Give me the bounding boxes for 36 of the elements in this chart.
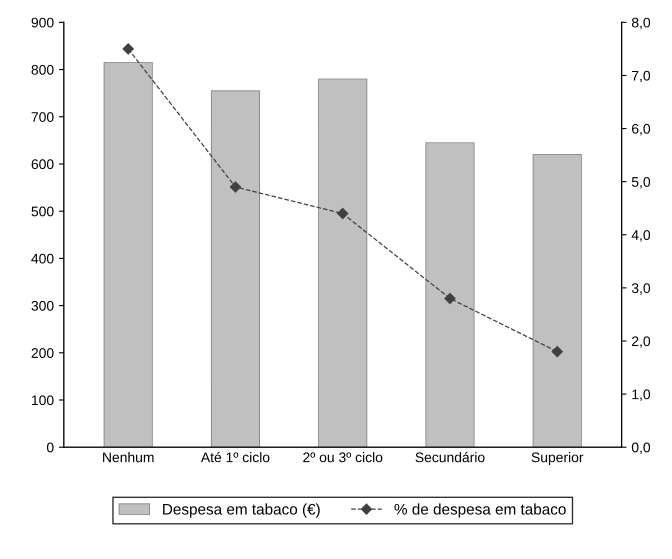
y-tick-label: 300	[31, 300, 54, 311]
y2-tick-label: 0,0	[632, 442, 650, 454]
y2-tick-label: 8,0	[632, 18, 650, 30]
point	[122, 43, 134, 55]
legend-label: Despesa em tabaco (€)	[163, 503, 320, 518]
point	[230, 181, 242, 193]
bar	[104, 62, 153, 448]
y-tick-label: 400	[31, 254, 54, 264]
point	[337, 208, 348, 220]
legend-label: % de despesa em tabaco	[394, 503, 566, 518]
y-tick-label: 100	[32, 395, 54, 406]
y2-tick-label: 5,0	[632, 177, 650, 188]
y-tick-label: 900	[32, 18, 54, 28]
x-tick-label: Secundário	[415, 452, 485, 462]
y2-tick-label: 2,0	[632, 336, 650, 348]
bar	[425, 142, 475, 448]
y2-tick-label: 7,0	[632, 70, 650, 82]
y-tick-label: 600	[32, 159, 54, 170]
y-tick-label: 700	[32, 112, 54, 122]
y-tick-label: 800	[32, 64, 54, 75]
point	[552, 346, 563, 358]
x-tick-label: 2º ou 3º ciclo	[303, 452, 382, 462]
bar	[318, 78, 368, 448]
x-tick-label: Até 1º ciclo	[200, 452, 270, 462]
x-tick-label: Superior	[532, 452, 584, 466]
x-tick-label: Nenhum	[103, 452, 154, 462]
bar	[532, 154, 582, 448]
y2-tick-label: 1,0	[632, 389, 650, 401]
y-tick-label: 0	[46, 442, 54, 452]
y-tick-label: 500	[32, 206, 54, 216]
bar	[210, 90, 260, 448]
y2-tick-label: 4,0	[632, 230, 650, 242]
y2-tick-label: 6,0	[632, 124, 650, 136]
y-tick-label: 200	[32, 348, 54, 358]
point	[444, 292, 456, 304]
y2-tick-label: 3,0	[632, 283, 650, 295]
